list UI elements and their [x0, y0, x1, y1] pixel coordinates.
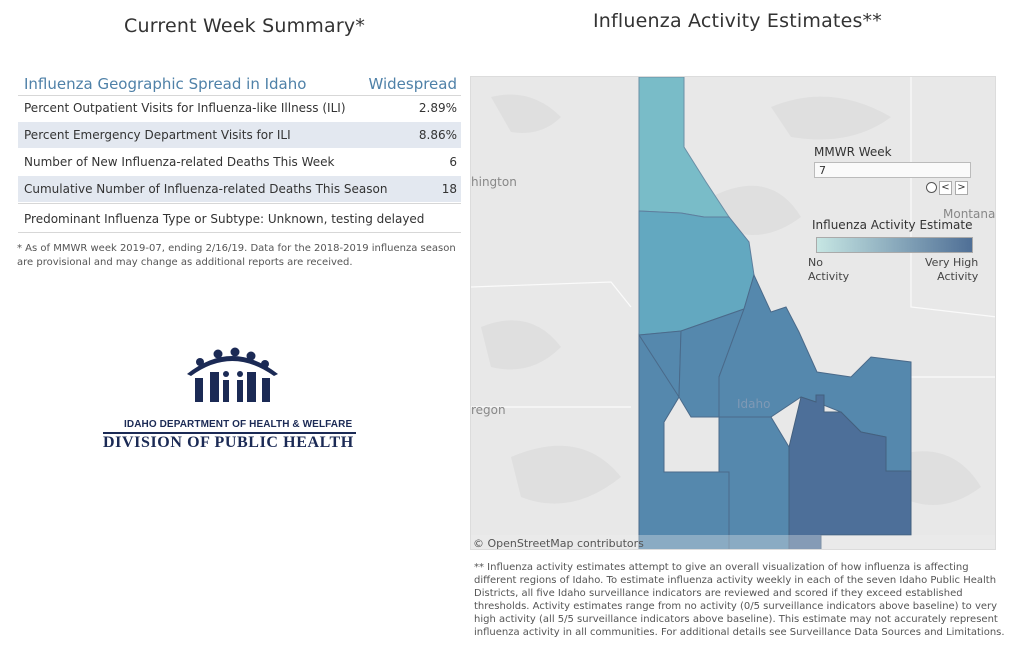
- idhw-logo-icon: [187, 347, 278, 402]
- table-row: Percent Outpatient Visits for Influenza-…: [18, 95, 461, 121]
- legend-high-line2: Activity: [937, 270, 979, 283]
- prev-week-button[interactable]: <: [939, 181, 952, 195]
- table-row: Number of New Influenza-related Deaths T…: [18, 149, 461, 175]
- row-label: Percent Emergency Department Visits for …: [24, 128, 291, 142]
- map-attribution[interactable]: © OpenStreetMap contributors: [473, 537, 644, 550]
- predominant-row: Predominant Influenza Type or Subtype: U…: [18, 206, 461, 232]
- legend-gradient: [816, 237, 973, 253]
- divider: [18, 95, 461, 96]
- legend-title: Influenza Activity Estimate: [812, 218, 973, 232]
- row-label: Cumulative Number of Influenza-related D…: [24, 182, 388, 196]
- idaho-map[interactable]: hington Montana regon Idaho: [470, 76, 996, 550]
- row-label: Number of New Influenza-related Deaths T…: [24, 155, 335, 169]
- legend-low-line1: No: [808, 256, 823, 269]
- row-value: 8.86%: [418, 128, 457, 142]
- slider-knob[interactable]: [926, 182, 937, 193]
- map-label-montana: Montana: [943, 207, 996, 221]
- mmwr-week-label: MMWR Week: [814, 145, 892, 159]
- legend-high-line1: Very High: [925, 256, 979, 269]
- table-row: Percent Emergency Department Visits for …: [18, 122, 461, 148]
- table-row: Cumulative Number of Influenza-related D…: [18, 176, 461, 202]
- geographic-spread-value: Widespread: [368, 75, 457, 93]
- district-3-south: [638, 333, 730, 549]
- district-5[interactable]: [718, 416, 790, 550]
- next-week-button[interactable]: >: [955, 181, 968, 195]
- map-label-washington: hington: [471, 175, 517, 189]
- district-1[interactable]: [638, 77, 730, 218]
- geographic-spread-label: Influenza Geographic Spread in Idaho: [24, 75, 307, 93]
- mmwr-week-input[interactable]: 7: [814, 162, 971, 178]
- row-value: 2.89%: [418, 101, 457, 115]
- legend-high-label: Very High Activity: [925, 256, 978, 284]
- legend-low-line2: Activity: [808, 270, 850, 283]
- summary-title: Current Week Summary*: [124, 15, 366, 37]
- row-value: 6: [449, 155, 457, 169]
- divider: [18, 232, 461, 233]
- map-label-idaho: Idaho: [737, 397, 771, 411]
- map-canvas: [471, 77, 995, 550]
- summary-footnote: * As of MMWR week 2019-07, ending 2/16/1…: [17, 243, 456, 268]
- logo-department-name: IDAHO DEPARTMENT OF HEALTH & WELFARE: [124, 419, 353, 430]
- map-label-oregon: regon: [471, 403, 506, 417]
- legend-low-label: No Activity: [808, 256, 849, 284]
- map-title: Influenza Activity Estimates**: [593, 10, 882, 32]
- row-value: 18: [441, 182, 457, 196]
- geographic-spread-header: Influenza Geographic Spread in Idaho Wid…: [18, 74, 459, 94]
- predominant-type: Predominant Influenza Type or Subtype: U…: [24, 212, 425, 226]
- logo-rule: [103, 432, 356, 434]
- district-6[interactable]: [788, 394, 912, 550]
- logo-division-name: DIVISION OF PUBLIC HEALTH: [103, 434, 354, 451]
- map-footnote: ** Influenza activity estimates attempt …: [474, 562, 1005, 638]
- row-label: Percent Outpatient Visits for Influenza-…: [24, 101, 346, 115]
- divider: [18, 203, 461, 204]
